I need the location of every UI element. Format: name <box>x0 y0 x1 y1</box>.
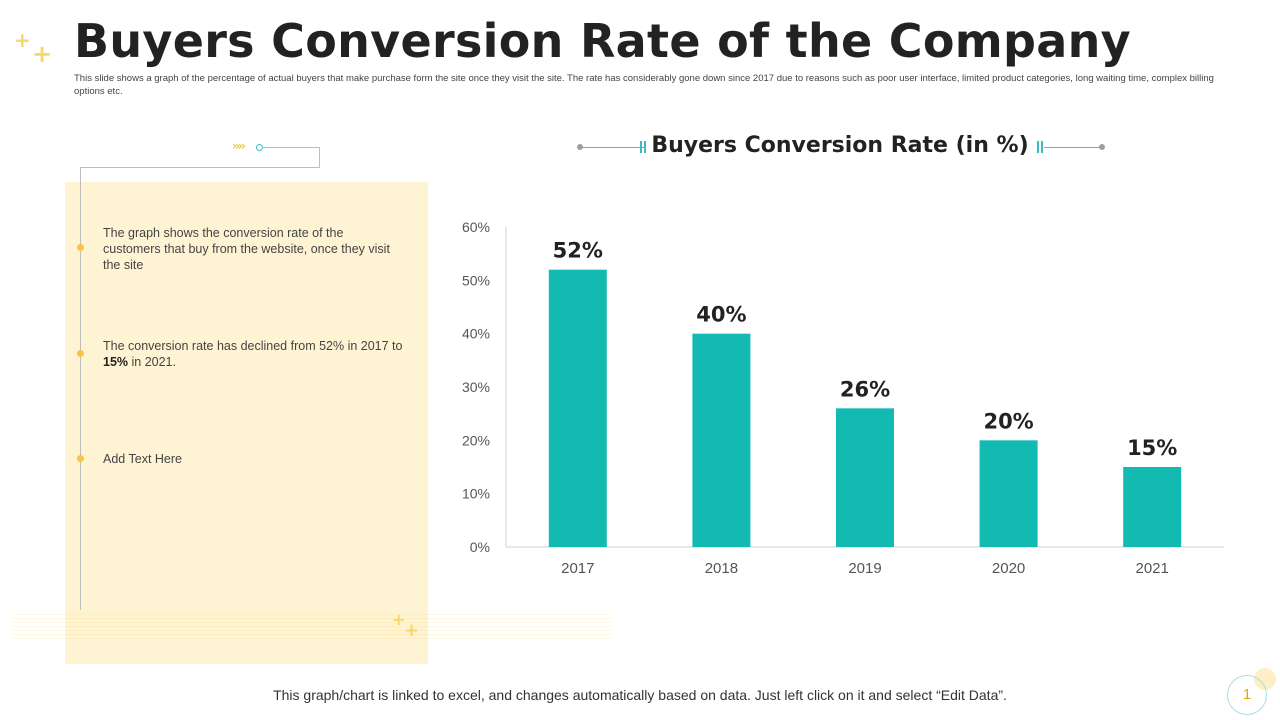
bar-chart: 0% 10% 20% 30% 40% 50% 60% 52% 2017 40% 2018 26% 201… <box>462 219 1224 577</box>
y-tick-label: 0% <box>470 539 490 555</box>
x-tick-label: 2019 <box>848 560 881 577</box>
bullet-text-part: in 2021. <box>128 355 177 369</box>
bar <box>979 440 1038 547</box>
y-tick-label: 20% <box>462 432 490 448</box>
sparkle-icon: + <box>392 610 406 629</box>
page-title: Buyers Conversion Rate of the Company <box>74 14 1131 68</box>
y-tick-label: 30% <box>462 379 490 395</box>
bar <box>836 408 894 547</box>
bullet-text-bold: 15% <box>103 355 129 369</box>
bar <box>548 269 607 547</box>
sparkle-icon: + <box>32 40 53 68</box>
bullet-dot-icon <box>77 244 84 251</box>
x-tick-label: 2021 <box>1136 560 1169 577</box>
page-subtitle: This slide shows a graph of the percenta… <box>74 73 1214 97</box>
x-tick-label: 2017 <box>561 560 594 577</box>
data-label: 20% <box>983 409 1033 433</box>
data-label: 40% <box>696 303 746 327</box>
y-tick-label: 60% <box>462 219 490 235</box>
chevrons-icon: ›››› <box>232 139 246 153</box>
y-tick-label: 50% <box>462 272 490 288</box>
decor-line <box>1044 147 1102 148</box>
decor-bar-icon <box>644 141 646 153</box>
y-tick-label: 10% <box>462 486 490 502</box>
connector-dot-icon <box>256 144 263 151</box>
notes-panel <box>65 182 428 664</box>
timeline-line <box>80 167 81 610</box>
decor-bar-icon <box>1041 141 1043 153</box>
decor-bar-icon <box>640 141 642 153</box>
bullet-text: The graph shows the conversion rate of t… <box>103 226 390 272</box>
bullet-text: Add Text Here <box>103 452 182 466</box>
data-label: 52% <box>553 239 603 263</box>
sparkle-icon: + <box>404 620 420 641</box>
x-tick-label: 2018 <box>705 560 738 577</box>
footer-note: This graph/chart is linked to excel, and… <box>273 687 1007 703</box>
decor-line <box>582 147 644 148</box>
x-tick-label: 2020 <box>992 560 1025 577</box>
decor-dot-icon <box>577 144 583 150</box>
chart-title: Buyers Conversion Rate (in %) <box>651 133 1029 158</box>
bullet-text-part: The conversion rate has declined from 52… <box>103 339 403 353</box>
connector-line <box>262 147 320 168</box>
bullet-dot-icon <box>77 350 84 357</box>
page-number: 1 <box>1227 675 1267 715</box>
decor-dot-icon <box>1099 144 1105 150</box>
decorative-stripes <box>12 614 612 640</box>
bullet-text: The conversion rate has declined from 52… <box>103 338 403 370</box>
y-tick-label: 40% <box>462 326 490 342</box>
bar <box>1123 467 1182 547</box>
bar <box>692 333 751 547</box>
data-label: 15% <box>1127 436 1177 460</box>
data-label: 26% <box>840 377 890 401</box>
connector-line <box>80 167 319 168</box>
decor-bar-icon <box>1037 141 1039 153</box>
sparkle-icon: + <box>14 28 31 52</box>
bullet-dot-icon <box>77 455 84 462</box>
